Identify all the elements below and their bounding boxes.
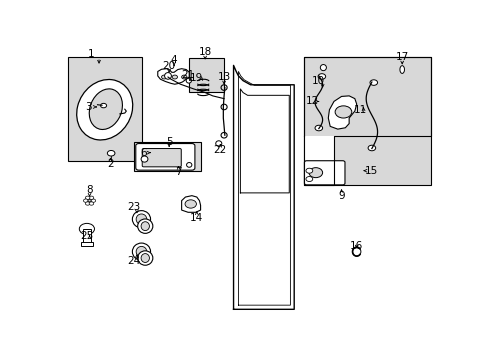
Circle shape bbox=[334, 106, 351, 118]
Bar bbox=[83, 229, 90, 243]
Circle shape bbox=[308, 168, 322, 177]
Text: 2: 2 bbox=[107, 159, 114, 169]
Circle shape bbox=[314, 125, 322, 131]
Text: 4: 4 bbox=[170, 55, 177, 66]
Circle shape bbox=[85, 196, 90, 199]
Circle shape bbox=[305, 168, 312, 173]
Circle shape bbox=[88, 199, 91, 202]
Bar bbox=[81, 242, 93, 246]
Circle shape bbox=[83, 199, 88, 202]
Bar bbox=[303, 136, 333, 185]
Text: 19: 19 bbox=[190, 73, 203, 83]
Circle shape bbox=[85, 202, 90, 205]
Ellipse shape bbox=[399, 66, 404, 73]
Circle shape bbox=[91, 199, 96, 202]
Text: 24: 24 bbox=[127, 256, 141, 266]
FancyBboxPatch shape bbox=[304, 161, 344, 185]
Ellipse shape bbox=[186, 78, 191, 83]
Circle shape bbox=[367, 145, 375, 151]
Text: 7: 7 bbox=[175, 167, 182, 177]
Text: 16: 16 bbox=[349, 240, 363, 251]
Polygon shape bbox=[327, 96, 356, 129]
Ellipse shape bbox=[136, 214, 146, 225]
Text: 14: 14 bbox=[190, 213, 203, 223]
Polygon shape bbox=[181, 195, 200, 212]
Text: 25: 25 bbox=[80, 231, 93, 242]
Text: 17: 17 bbox=[395, 52, 408, 62]
Ellipse shape bbox=[132, 211, 150, 228]
Text: 15: 15 bbox=[365, 166, 378, 176]
Text: 22: 22 bbox=[213, 145, 226, 155]
Text: 6: 6 bbox=[140, 148, 147, 158]
FancyBboxPatch shape bbox=[136, 144, 195, 170]
FancyBboxPatch shape bbox=[142, 149, 181, 167]
Ellipse shape bbox=[320, 64, 325, 71]
Circle shape bbox=[161, 75, 166, 79]
Text: 3: 3 bbox=[85, 102, 92, 112]
Ellipse shape bbox=[136, 246, 146, 257]
Circle shape bbox=[107, 150, 115, 156]
Circle shape bbox=[172, 75, 177, 79]
Ellipse shape bbox=[186, 162, 191, 167]
Bar bbox=[189, 58, 224, 92]
Ellipse shape bbox=[141, 253, 149, 262]
Bar bbox=[303, 57, 430, 185]
Circle shape bbox=[101, 103, 106, 108]
Ellipse shape bbox=[89, 89, 122, 130]
Bar bbox=[68, 57, 142, 161]
Circle shape bbox=[89, 196, 94, 199]
Ellipse shape bbox=[138, 251, 153, 265]
Polygon shape bbox=[158, 69, 189, 84]
Circle shape bbox=[305, 176, 312, 181]
Circle shape bbox=[184, 200, 196, 208]
Ellipse shape bbox=[215, 141, 222, 146]
Text: 9: 9 bbox=[338, 191, 344, 201]
Text: 11: 11 bbox=[353, 105, 366, 115]
Text: 20: 20 bbox=[162, 61, 175, 71]
Text: 23: 23 bbox=[127, 202, 141, 212]
Circle shape bbox=[317, 74, 325, 79]
Text: 10: 10 bbox=[312, 76, 325, 86]
Ellipse shape bbox=[352, 247, 360, 256]
Text: 5: 5 bbox=[165, 136, 172, 147]
Ellipse shape bbox=[164, 73, 171, 79]
Circle shape bbox=[89, 202, 94, 205]
Ellipse shape bbox=[141, 222, 149, 231]
Ellipse shape bbox=[77, 80, 132, 140]
Text: 12: 12 bbox=[305, 96, 318, 107]
Circle shape bbox=[369, 80, 377, 85]
Text: 21: 21 bbox=[181, 70, 194, 80]
Text: 8: 8 bbox=[86, 185, 93, 195]
Circle shape bbox=[79, 223, 94, 234]
Ellipse shape bbox=[141, 156, 147, 162]
Text: 13: 13 bbox=[217, 72, 230, 82]
Text: 1: 1 bbox=[88, 49, 95, 59]
Circle shape bbox=[181, 75, 186, 79]
Bar bbox=[134, 141, 200, 171]
Text: 18: 18 bbox=[198, 47, 211, 57]
Ellipse shape bbox=[138, 219, 153, 233]
Ellipse shape bbox=[132, 243, 150, 260]
